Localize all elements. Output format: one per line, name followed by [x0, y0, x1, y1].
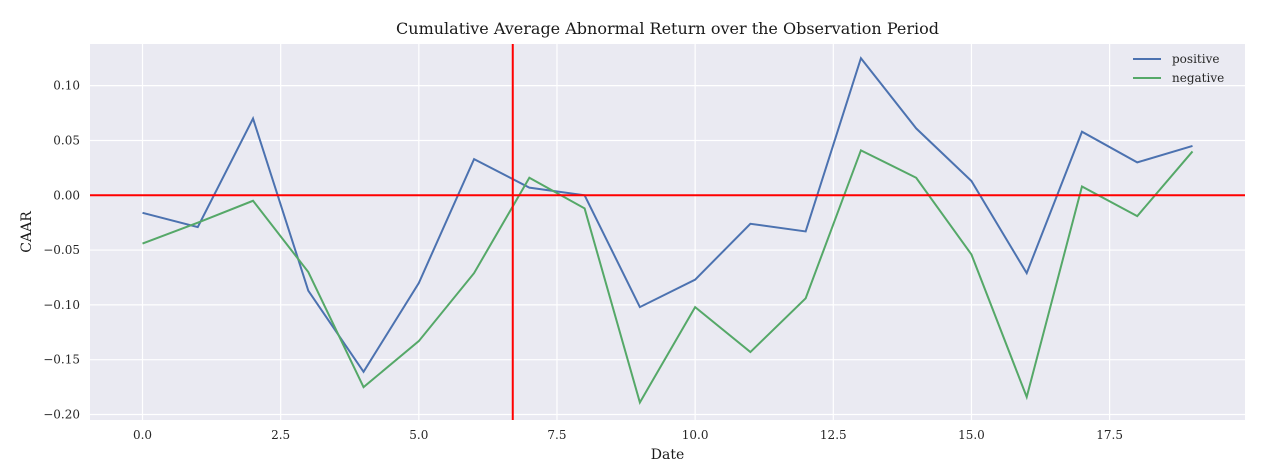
- y-tick-label: −0.05: [43, 243, 80, 257]
- legend-label-positive: positive: [1172, 52, 1219, 66]
- y-tick-label: −0.15: [43, 353, 80, 367]
- series-line-negative: [142, 148, 1194, 406]
- series-line-positive: [142, 56, 1193, 374]
- x-axis-ticks: 0.0 2.5 5.0 7.5 10.0 12.5 15.0 17.5: [133, 428, 1123, 442]
- x-tick-label: 17.5: [1096, 428, 1123, 442]
- x-tick-label: 0.0: [133, 428, 152, 442]
- x-tick-label: 2.5: [271, 428, 290, 442]
- legend-item-positive: positive: [1133, 52, 1219, 66]
- x-tick-label: 10.0: [682, 428, 709, 442]
- legend: positive negative: [1133, 52, 1224, 85]
- x-tick-label: 12.5: [820, 428, 847, 442]
- y-tick-label: 0.00: [53, 188, 80, 202]
- y-tick-label: 0.05: [53, 133, 80, 147]
- y-tick-label: −0.10: [43, 298, 80, 312]
- x-axis-label: Date: [651, 447, 684, 463]
- y-axis-label: CAAR: [19, 211, 35, 253]
- y-axis-ticks: 0.10 0.05 0.00 −0.05 −0.10 −0.15 −0.20: [43, 79, 80, 422]
- y-tick-label: −0.20: [43, 408, 80, 422]
- legend-label-negative: negative: [1172, 71, 1224, 85]
- reference-lines: [90, 44, 1245, 420]
- series-lines: [142, 56, 1194, 406]
- legend-item-negative: negative: [1133, 71, 1224, 85]
- chart-title: Cumulative Average Abnormal Return over …: [396, 19, 939, 38]
- y-tick-label: 0.10: [53, 79, 80, 93]
- plot-background: [90, 44, 1245, 420]
- x-tick-label: 7.5: [547, 428, 566, 442]
- x-tick-label: 5.0: [409, 428, 428, 442]
- x-tick-label: 15.0: [958, 428, 985, 442]
